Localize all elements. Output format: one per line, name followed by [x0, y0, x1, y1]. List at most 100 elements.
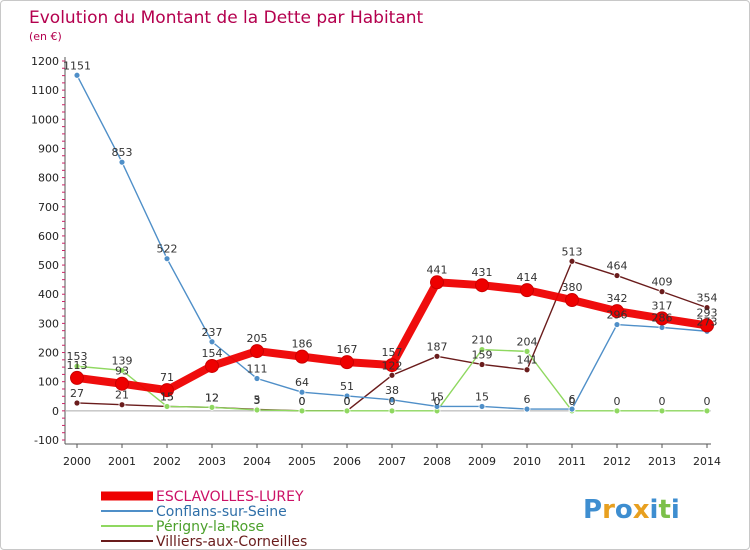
data-point: [613, 407, 621, 415]
data-label: 296: [607, 309, 628, 322]
x-tick-label: 2009: [468, 455, 496, 468]
data-point: [388, 371, 396, 379]
data-label: 513: [562, 245, 583, 258]
data-point: [478, 361, 486, 368]
logo-letter: x: [633, 495, 650, 525]
x-tick-label: 2007: [378, 455, 406, 468]
data-point: [253, 375, 261, 382]
data-label: 187: [427, 340, 448, 353]
data-label: 51: [340, 380, 354, 393]
data-label: 186: [292, 338, 313, 351]
data-label: 122: [382, 359, 403, 372]
data-point: [433, 403, 441, 410]
data-label: 853: [112, 146, 133, 159]
x-tick-label: 2012: [603, 455, 631, 468]
data-label: 21: [115, 389, 129, 402]
data-point: [205, 358, 219, 373]
data-label: 0: [659, 395, 666, 408]
data-point: [340, 355, 354, 370]
legend-item: Villiers-aux-Corneilles: [101, 534, 307, 549]
y-tick-label: 200: [38, 347, 59, 360]
data-label: 210: [472, 334, 493, 347]
x-tick-label: 2000: [63, 455, 91, 468]
proxiti-logo: Proxiti: [583, 495, 680, 525]
data-label: 286: [652, 311, 673, 324]
data-label: 15: [430, 390, 444, 403]
y-tick-label: 100: [38, 376, 59, 389]
x-tick-label: 2003: [198, 455, 226, 468]
data-label: 0: [344, 395, 351, 408]
data-label: 205: [247, 332, 268, 345]
data-label: 139: [112, 354, 133, 367]
data-label: 15: [160, 390, 174, 403]
legend-label: Conflans-sur-Seine: [156, 504, 287, 520]
logo-letter: t: [658, 495, 670, 525]
data-point: [343, 392, 351, 400]
data-point: [658, 288, 666, 296]
data-label: 12: [205, 391, 219, 404]
data-point: [208, 403, 216, 411]
unit-label: (en €): [29, 30, 62, 43]
x-tick-label: 2010: [513, 455, 541, 468]
series-p-rigny-la-rose: [73, 346, 711, 415]
data-label: 409: [652, 276, 673, 289]
y-tick-label: 300: [38, 317, 59, 330]
data-label: 71: [160, 371, 174, 384]
data-label: 441: [427, 263, 448, 276]
x-tick-label: 2013: [648, 455, 676, 468]
data-point: [250, 344, 264, 359]
x-tick-label: 2004: [243, 455, 271, 468]
x-tick-label: 2014: [693, 455, 721, 468]
legend: ESCLAVOLLES-LUREYConflans-sur-SeinePérig…: [101, 489, 307, 549]
y-tick-label: 400: [38, 288, 59, 301]
data-label: 273: [697, 315, 718, 328]
data-point: [520, 283, 534, 298]
data-point: [118, 401, 126, 409]
data-label: 237: [202, 326, 223, 339]
data-label: 3: [254, 394, 261, 407]
y-tick-label: 0: [52, 405, 59, 418]
data-point: [298, 388, 306, 396]
y-tick-label: 900: [38, 142, 59, 155]
data-label: 0: [299, 395, 306, 408]
legend-item: Conflans-sur-Seine: [101, 504, 287, 520]
data-label: 5: [254, 393, 261, 406]
logo-letter: r: [602, 495, 615, 525]
data-label: 12: [205, 391, 219, 404]
data-point: [478, 346, 486, 354]
data-label: 93: [115, 365, 129, 378]
data-label: 64: [295, 376, 309, 389]
data-label: 0: [704, 395, 711, 408]
data-point: [160, 383, 174, 398]
data-label: 15: [160, 390, 174, 403]
data-label: 464: [607, 260, 628, 273]
data-label: 1151: [63, 59, 91, 72]
data-point: [295, 349, 309, 364]
y-tick-label: 1000: [31, 113, 59, 126]
data-label: 0: [614, 395, 621, 408]
data-point: [613, 321, 621, 328]
data-label: 6: [524, 393, 531, 406]
data-point: [118, 158, 126, 166]
x-tick-label: 2006: [333, 455, 361, 468]
data-point: [568, 405, 576, 413]
data-point: [568, 257, 576, 265]
data-point: [610, 304, 624, 319]
data-point: [298, 407, 306, 415]
data-point: [703, 304, 711, 312]
x-tick-label: 2001: [108, 455, 136, 468]
y-tick-label: -100: [34, 434, 59, 447]
data-label: 354: [697, 292, 718, 305]
data-label: 113: [67, 359, 88, 372]
data-label: 15: [475, 390, 489, 403]
logo-letter: o: [615, 495, 633, 525]
data-point: [253, 406, 261, 414]
x-tick-label: 2011: [558, 455, 586, 468]
axes: -100010020030040050060070080090010001100…: [31, 55, 721, 468]
data-point: [70, 370, 84, 385]
data-label: 167: [337, 343, 358, 356]
data-point: [115, 376, 129, 391]
legend-item: ESCLAVOLLES-LUREY: [101, 489, 304, 505]
